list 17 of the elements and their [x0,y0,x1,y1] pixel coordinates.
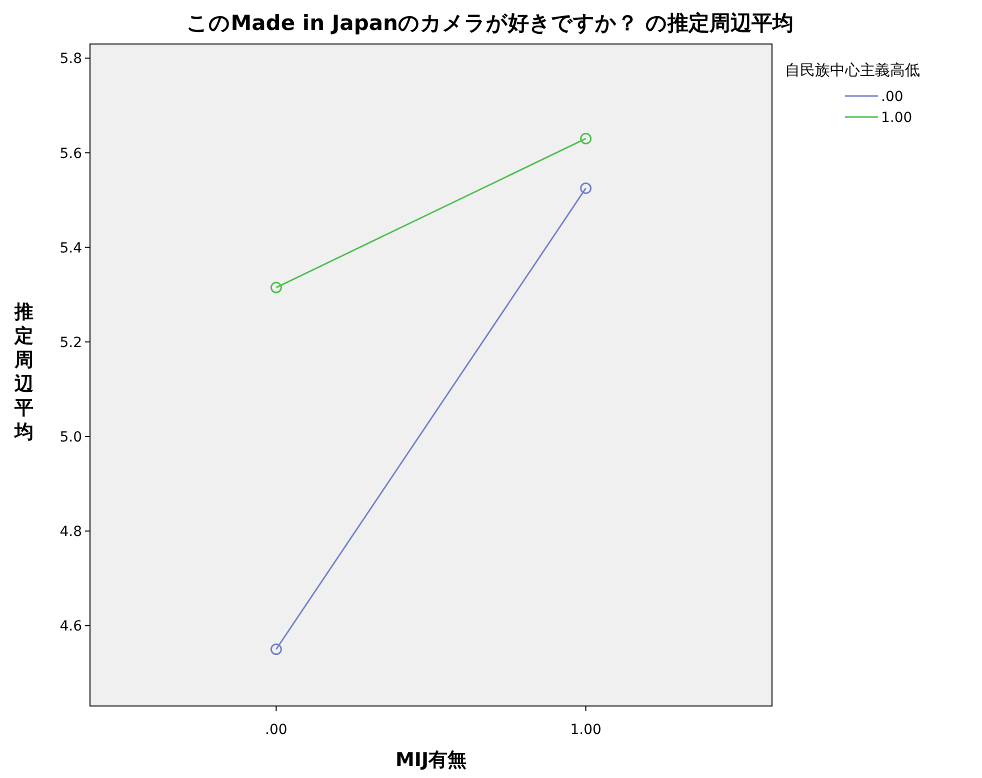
y-tick-label: 4.8 [60,524,82,540]
y-tick-label: 5.6 [60,146,82,162]
x-axis-title: MIJ有無 [395,749,467,771]
point [580,132,592,144]
y-tick-label: 5.2 [60,334,82,351]
y-axis-title: 推定周辺平均 [14,301,34,443]
y-tick-label: 5.8 [60,51,82,68]
y-tick-label: 5.4 [60,240,82,256]
y-tick-label: 5.0 [60,429,82,446]
point [270,282,282,294]
point [580,182,592,194]
chart-title: このMade in Japanのカメラが好きですか？ の推定周辺平均 [186,11,794,35]
legend-label: .00 [881,89,904,105]
legend-title: 自民族中心主義高低 [785,61,920,79]
legend-label: 1.00 [881,110,912,126]
y-tick-label: 4.6 [60,618,82,635]
point [270,644,282,656]
